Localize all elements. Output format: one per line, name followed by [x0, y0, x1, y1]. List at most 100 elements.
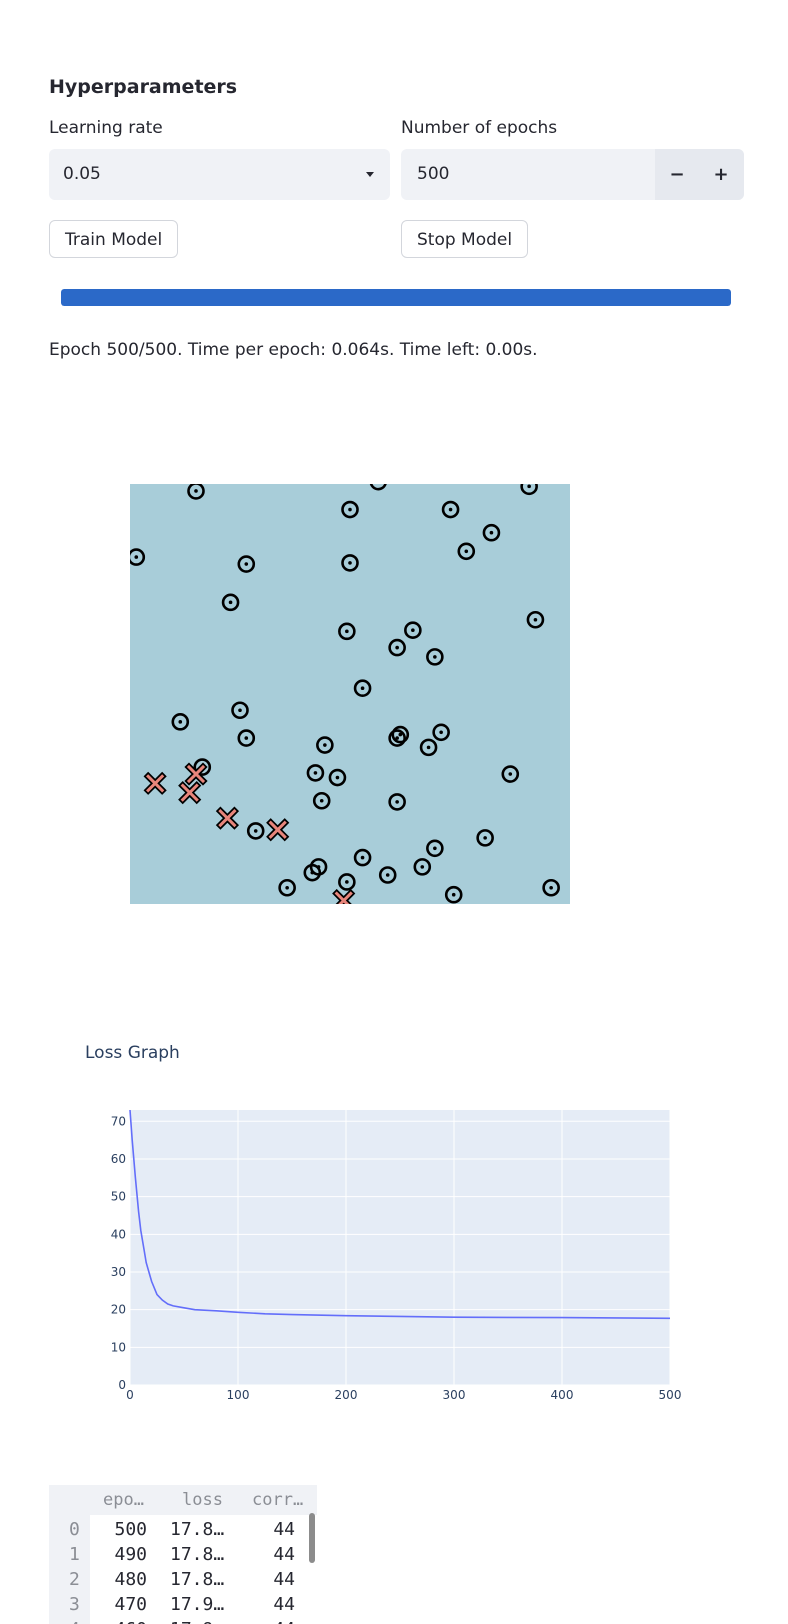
circle-point	[353, 679, 372, 697]
row-index: 0	[69, 1519, 80, 1540]
cell-correct: 44	[273, 1519, 295, 1540]
circle-point	[378, 866, 397, 884]
circle-point	[388, 729, 406, 747]
chevron-down-icon	[366, 172, 374, 177]
circle-point	[246, 822, 265, 840]
cell-loss: 17.9…	[170, 1619, 224, 1624]
status-text: Epoch 500/500. Time per epoch: 0.064s. T…	[49, 340, 538, 360]
circle-point	[419, 738, 438, 757]
circle-point	[369, 484, 387, 491]
circle-point	[306, 764, 325, 782]
circle-point	[130, 548, 146, 566]
circle-point	[338, 622, 356, 641]
stop-model-button[interactable]: Stop Model	[401, 220, 529, 258]
learning-rate-select[interactable]: 0.05	[49, 149, 390, 200]
circle-point	[312, 791, 331, 810]
y-tick-label: 0	[118, 1378, 126, 1392]
x-tick-label: 500	[659, 1388, 682, 1400]
x-tick-label: 100	[227, 1388, 250, 1400]
cell-loss: 17.8…	[170, 1569, 225, 1590]
cross-point	[143, 771, 167, 795]
loss-chart: 0 100 200 300 400 500 0 10 20 30 40 50 60 70	[111, 1109, 682, 1400]
epochs-value[interactable]: 500	[417, 164, 450, 184]
circle-point	[444, 885, 463, 904]
cell-correct: 44	[273, 1619, 295, 1624]
learning-rate-label: Learning rate	[49, 118, 163, 138]
epochs-label: Number of epochs	[401, 118, 558, 138]
cross-point	[215, 806, 240, 830]
scatter-background	[130, 484, 570, 904]
decrement-button[interactable]: −	[669, 164, 685, 185]
learning-rate-value: 0.05	[63, 164, 101, 184]
circle-point	[231, 701, 249, 720]
row-index: 1	[69, 1544, 80, 1565]
circle-point	[316, 736, 334, 754]
y-tick-label: 50	[111, 1190, 126, 1204]
circle-point	[237, 555, 256, 573]
column-header-loss[interactable]: loss	[182, 1490, 223, 1510]
x-tick-label: 200	[335, 1388, 358, 1400]
cell-loss: 17.9…	[170, 1594, 225, 1615]
section-title: Hyperparameters	[49, 76, 238, 98]
circle-point	[187, 484, 205, 500]
circle-point	[237, 729, 256, 747]
loss-graph-title: Loss Graph	[85, 1043, 180, 1063]
epochs-number-input[interactable]: 500 − +	[401, 149, 744, 200]
row-index: 2	[69, 1569, 80, 1590]
circle-point	[426, 648, 444, 666]
cell-epoch: 470	[114, 1594, 147, 1615]
circle-point	[278, 878, 296, 897]
scatter-plot	[130, 484, 570, 904]
circle-point	[542, 878, 560, 897]
y-tick-label: 70	[111, 1114, 126, 1128]
cell-correct: 44	[273, 1594, 295, 1615]
circle-point	[338, 873, 356, 891]
circle-point	[457, 542, 476, 561]
results-table[interactable]: epo… loss corr… 0 500 17.8… 44 1 490 17.8… 44 2 4…	[49, 1485, 317, 1624]
column-header-correct[interactable]: corr…	[252, 1490, 304, 1510]
train-model-button[interactable]: Train Model	[49, 220, 179, 258]
cell-epoch: 480	[114, 1569, 147, 1590]
table-header	[49, 1485, 317, 1515]
cell-loss: 17.8…	[170, 1519, 225, 1540]
circle-point	[171, 713, 190, 731]
circle-point	[476, 829, 494, 847]
table-index-column	[49, 1485, 90, 1624]
row-index: 3	[69, 1594, 80, 1615]
circle-point	[388, 638, 406, 657]
x-tick-label: 300	[443, 1388, 466, 1400]
cross-point	[178, 781, 202, 805]
circle-point	[520, 484, 538, 496]
increment-button[interactable]: +	[713, 164, 729, 185]
cell-correct: 44	[273, 1544, 295, 1565]
cell-epoch: 500	[114, 1519, 147, 1540]
loss-series-line	[129, 1109, 671, 1320]
y-tick-label: 60	[111, 1152, 126, 1166]
circle-point	[501, 765, 520, 783]
circle-point	[526, 610, 545, 629]
circle-point	[309, 858, 328, 876]
circle-point	[391, 725, 410, 744]
progress-bar	[61, 289, 731, 306]
circle-point	[432, 723, 450, 742]
circle-point	[426, 839, 444, 858]
plot-area	[130, 1110, 670, 1385]
circle-point	[413, 858, 432, 876]
circle-point	[404, 621, 422, 639]
y-tick-label: 30	[111, 1265, 126, 1279]
column-header-epoch[interactable]: epo…	[103, 1490, 144, 1510]
y-tick-label: 40	[111, 1227, 126, 1241]
circle-point	[482, 523, 501, 542]
table-scrollbar[interactable]	[309, 1513, 315, 1563]
cross-point	[332, 888, 356, 904]
circle-point	[353, 848, 372, 867]
cell-loss: 17.8…	[170, 1544, 225, 1565]
y-tick-label: 20	[111, 1303, 126, 1317]
progress-bar-fill	[61, 289, 731, 306]
circle-point	[328, 768, 347, 787]
circle-point	[341, 500, 359, 519]
x-tick-label: 400	[551, 1388, 574, 1400]
circle-point	[221, 593, 240, 612]
circle-point	[441, 500, 460, 519]
row-index: 4	[69, 1619, 80, 1624]
